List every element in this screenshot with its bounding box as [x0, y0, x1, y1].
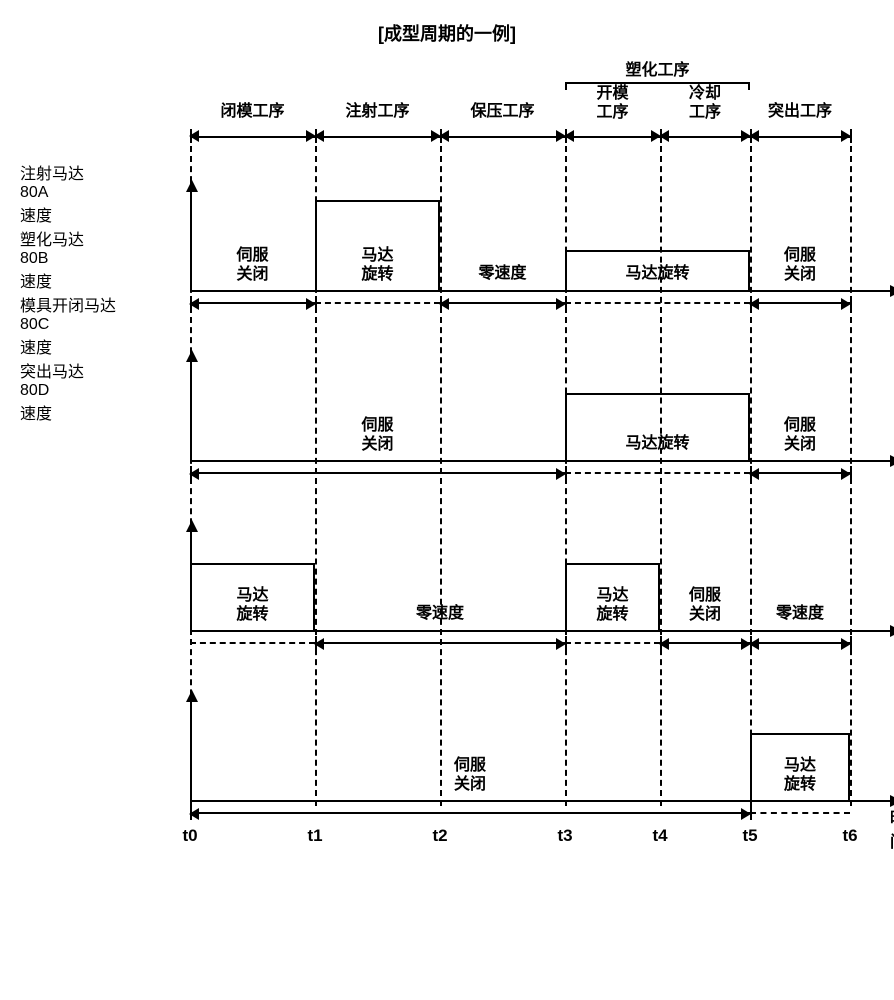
phase-segment: 闭模工序	[190, 126, 315, 146]
segment-range-dashed	[190, 642, 315, 644]
phase-brace-label: 塑化工序	[565, 56, 750, 80]
time-gridline	[440, 146, 442, 806]
phase-label: 开模工序	[565, 84, 660, 122]
segment-label: 马达旋转	[565, 434, 750, 453]
time-tick-label: t1	[307, 826, 322, 846]
segment-range-dashed	[315, 302, 440, 304]
motor-label: 突出马达80D	[20, 358, 160, 400]
time-tick-label: t0	[182, 826, 197, 846]
time-tick-label: t2	[432, 826, 447, 846]
motor-label: 塑化马达80B	[20, 226, 160, 268]
segment-range	[660, 642, 750, 644]
phase-label: 闭模工序	[190, 102, 315, 121]
segment-label: 马达旋转	[565, 586, 660, 624]
segment-label: 伺服关闭	[190, 416, 565, 454]
x-axis	[190, 460, 894, 462]
phase-label: 突出工序	[750, 102, 850, 121]
segment-range	[750, 302, 850, 304]
chart-title: [成型周期的一例]	[20, 20, 874, 46]
segment-range	[315, 642, 565, 644]
time-tick-label: t3	[557, 826, 572, 846]
segment-range	[750, 642, 850, 644]
segment-label: 零速度	[315, 604, 565, 623]
time-tick-label: t5	[742, 826, 757, 846]
segment-label: 马达旋转	[315, 246, 440, 284]
segment-label: 零速度	[440, 264, 565, 283]
segment-label: 零速度	[750, 604, 850, 623]
segment-range-dashed	[565, 472, 750, 474]
segment-range	[190, 302, 315, 304]
y-axis-label: 速度	[20, 334, 874, 358]
segment-label: 伺服关闭	[750, 416, 850, 454]
phase-segment: 注射工序	[315, 126, 440, 146]
x-axis	[190, 800, 894, 802]
segment-range-dashed	[565, 302, 750, 304]
x-axis-label: 时间	[890, 804, 894, 852]
motor-label: 模具开闭马达80C	[20, 292, 160, 334]
time-tick-label: t4	[652, 826, 667, 846]
segment-range	[190, 812, 750, 814]
x-axis	[190, 630, 894, 632]
segment-label: 伺服关闭	[190, 756, 750, 794]
phase-segment: 突出工序	[750, 126, 850, 146]
motor-label: 注射马达80A	[20, 160, 160, 202]
segment-label: 伺服关闭	[190, 246, 315, 284]
phase-segment: 冷却工序	[660, 126, 750, 146]
y-axis-label: 速度	[20, 202, 874, 226]
phase-label: 冷却工序	[660, 84, 750, 122]
time-gridline	[660, 146, 662, 806]
time-tick-label: t6	[842, 826, 857, 846]
segment-label: 伺服关闭	[750, 246, 850, 284]
segment-range-dashed	[750, 812, 850, 814]
segment-label: 伺服关闭	[660, 586, 750, 624]
phase-label: 注射工序	[315, 102, 440, 121]
segment-range	[440, 302, 565, 304]
segment-range	[190, 472, 565, 474]
x-axis	[190, 290, 894, 292]
segment-label: 马达旋转	[190, 586, 315, 624]
segment-label: 马达旋转	[565, 264, 750, 283]
segment-range-dashed	[565, 642, 660, 644]
phase-header: 塑化工序闭模工序注射工序保压工序开模工序冷却工序突出工序	[20, 56, 874, 156]
chart-area: 注射马达80A速度伺服关闭马达旋转零速度马达旋转伺服关闭塑化马达80B速度伺服关…	[20, 160, 874, 880]
segment-range	[750, 472, 850, 474]
segment-label: 马达旋转	[750, 756, 850, 794]
phase-label: 保压工序	[440, 102, 565, 121]
phase-segment: 开模工序	[565, 126, 660, 146]
phase-segment: 保压工序	[440, 126, 565, 146]
